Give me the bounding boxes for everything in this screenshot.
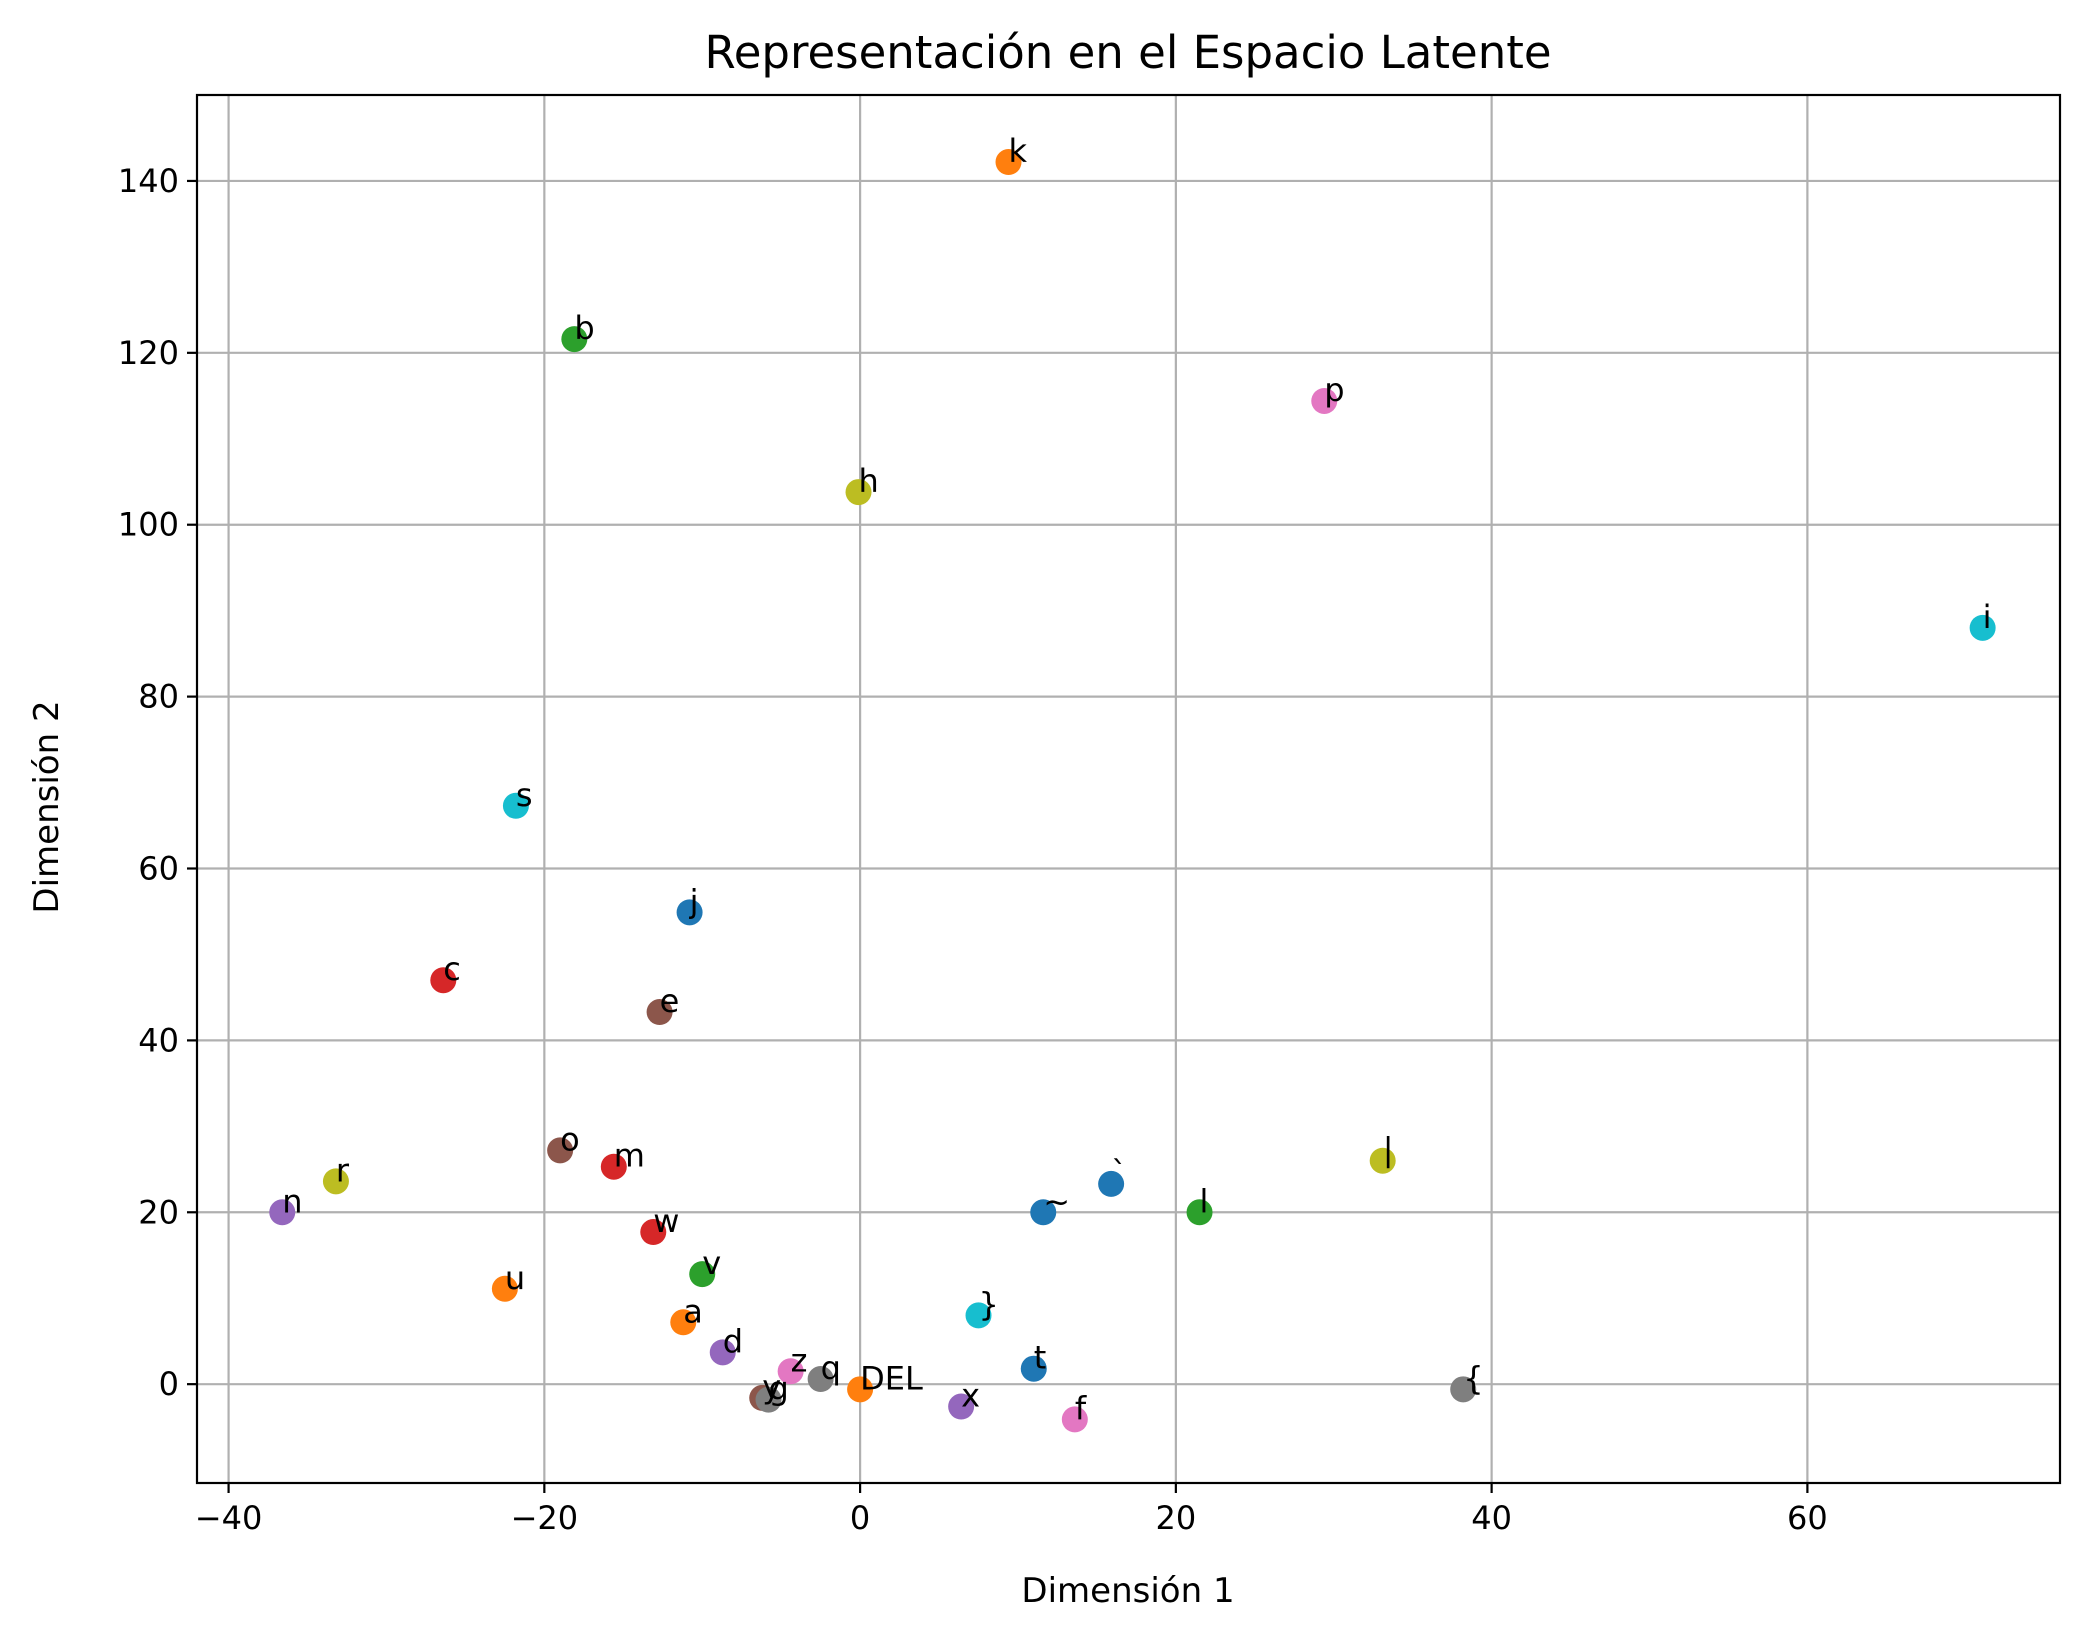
- x-axis-label: Dimensión 1: [1021, 1571, 1234, 1611]
- point-label: e: [660, 982, 680, 1020]
- point-label: {: [1463, 1359, 1483, 1397]
- y-tick-label: 120: [118, 334, 179, 372]
- scatter-point: [561, 326, 588, 353]
- scatter-point: [1450, 1376, 1477, 1403]
- x-tick-label: 0: [850, 1499, 870, 1537]
- y-tick-label: 40: [138, 1021, 179, 1059]
- points-layer: k b p h i s j c e o m rn wv u ad z q DEL yg x ft} ~ ` l | {: [269, 132, 1996, 1433]
- point-label: a: [683, 1292, 703, 1330]
- point-label: l: [1200, 1182, 1209, 1220]
- point-label: h: [859, 462, 879, 500]
- point-label: w: [653, 1202, 679, 1240]
- axes-frame: [195, 93, 2062, 1485]
- scatter-point: [1030, 1199, 1057, 1226]
- scatter-point: [269, 1199, 296, 1226]
- x-tick-label: 20: [1156, 1499, 1197, 1537]
- grid-layer: [197, 95, 2060, 1483]
- x-tick-label: 40: [1471, 1499, 1512, 1537]
- scatter-point: [965, 1302, 992, 1329]
- x-tick-label: −20: [511, 1499, 579, 1537]
- point-label: ~: [1043, 1182, 1070, 1220]
- scatter-point: [1969, 614, 1996, 641]
- y-tick-label: 60: [138, 849, 179, 887]
- y-tick-label: 80: [138, 678, 179, 716]
- point-label: m: [614, 1137, 645, 1175]
- point-label: y: [762, 1368, 781, 1406]
- y-tick-label: 0: [159, 1365, 179, 1403]
- point-label: j: [689, 882, 699, 920]
- scatter-point: [670, 1309, 697, 1336]
- point-label: z: [791, 1341, 808, 1379]
- scatter-point: [491, 1275, 518, 1302]
- scatter-point: [430, 967, 457, 994]
- scatter-point: [1311, 387, 1338, 414]
- point-label: i: [1983, 598, 1992, 636]
- point-label: q: [821, 1349, 841, 1387]
- point-label: k: [1009, 132, 1028, 170]
- point-label: x: [961, 1377, 980, 1415]
- scatter-point: [777, 1358, 804, 1385]
- scatter-point: [1369, 1147, 1396, 1174]
- point-label: v: [702, 1244, 721, 1282]
- ticks-layer: −40 −20 0 20 40 60 0 20 40 60 80 100 120 140: [118, 162, 1828, 1537]
- point-label: t: [1034, 1339, 1047, 1377]
- scatter-point: [1186, 1199, 1213, 1226]
- scatter-point: [1020, 1355, 1047, 1382]
- point-label: }: [979, 1285, 999, 1323]
- point-label: o: [560, 1120, 580, 1158]
- point-label: p: [1324, 371, 1344, 409]
- point-label: r: [336, 1151, 350, 1189]
- point-label: d: [723, 1322, 743, 1360]
- scatter-point: [948, 1393, 975, 1420]
- y-axis-label: Dimensión 2: [27, 700, 67, 913]
- scatter-point: [322, 1168, 349, 1195]
- point-label: s: [516, 776, 533, 814]
- point-label: f: [1075, 1389, 1087, 1427]
- scatter-point: [995, 149, 1022, 176]
- chart-title: Representación en el Espacio Latente: [704, 26, 1551, 79]
- scatter-point: [1098, 1170, 1125, 1197]
- scatter-point: [502, 792, 529, 819]
- scatter-point: [689, 1261, 716, 1288]
- point-label: n: [282, 1182, 302, 1220]
- scatter-point: [755, 1386, 782, 1413]
- point-label: u: [505, 1259, 525, 1297]
- point-label: c: [443, 950, 461, 988]
- scatter-point: [807, 1366, 834, 1393]
- scatter-point: [847, 1376, 874, 1403]
- point-label: g: [769, 1370, 789, 1408]
- point-label: DEL: [860, 1359, 923, 1397]
- scatter-point: [845, 479, 872, 506]
- x-tick-label: 60: [1787, 1499, 1828, 1537]
- point-label: |: [1383, 1131, 1394, 1169]
- point-label: `: [1111, 1154, 1127, 1192]
- scatter-point: [646, 999, 673, 1026]
- point-label: b: [574, 309, 594, 347]
- scatter-point: [640, 1219, 667, 1246]
- y-tick-label: 100: [118, 506, 179, 544]
- x-tick-label: −40: [195, 1499, 263, 1537]
- y-tick-label: 140: [118, 162, 179, 200]
- scatter-point: [709, 1339, 736, 1366]
- scatter-point: [1061, 1406, 1088, 1433]
- scatter-point: [676, 899, 703, 926]
- scatter-point: [547, 1137, 574, 1164]
- scatter-point: [600, 1153, 627, 1180]
- y-tick-label: 20: [138, 1193, 179, 1231]
